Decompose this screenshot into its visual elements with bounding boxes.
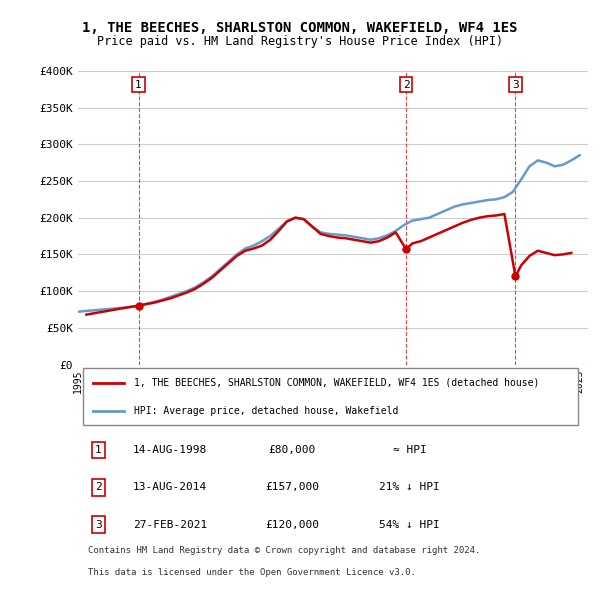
Text: 2: 2: [95, 483, 102, 493]
Text: £157,000: £157,000: [265, 483, 319, 493]
Text: 1: 1: [95, 445, 102, 455]
Text: £120,000: £120,000: [265, 520, 319, 530]
Text: 13-AUG-2014: 13-AUG-2014: [133, 483, 207, 493]
Text: ≈ HPI: ≈ HPI: [392, 445, 427, 455]
Text: 1, THE BEECHES, SHARLSTON COMMON, WAKEFIELD, WF4 1ES (detached house): 1, THE BEECHES, SHARLSTON COMMON, WAKEFI…: [134, 378, 539, 388]
Text: 21% ↓ HPI: 21% ↓ HPI: [379, 483, 440, 493]
Text: 2: 2: [403, 80, 409, 90]
Text: Price paid vs. HM Land Registry's House Price Index (HPI): Price paid vs. HM Land Registry's House …: [97, 35, 503, 48]
Text: 54% ↓ HPI: 54% ↓ HPI: [379, 520, 440, 530]
Text: 3: 3: [95, 520, 102, 530]
Text: 1, THE BEECHES, SHARLSTON COMMON, WAKEFIELD, WF4 1ES: 1, THE BEECHES, SHARLSTON COMMON, WAKEFI…: [82, 21, 518, 35]
Text: 1: 1: [135, 80, 142, 90]
FancyBboxPatch shape: [83, 368, 578, 425]
Text: £80,000: £80,000: [269, 445, 316, 455]
Text: 3: 3: [512, 80, 519, 90]
Text: HPI: Average price, detached house, Wakefield: HPI: Average price, detached house, Wake…: [134, 406, 398, 416]
Text: Contains HM Land Registry data © Crown copyright and database right 2024.: Contains HM Land Registry data © Crown c…: [88, 546, 481, 555]
Text: 14-AUG-1998: 14-AUG-1998: [133, 445, 207, 455]
Text: 27-FEB-2021: 27-FEB-2021: [133, 520, 207, 530]
Text: This data is licensed under the Open Government Licence v3.0.: This data is licensed under the Open Gov…: [88, 568, 416, 576]
